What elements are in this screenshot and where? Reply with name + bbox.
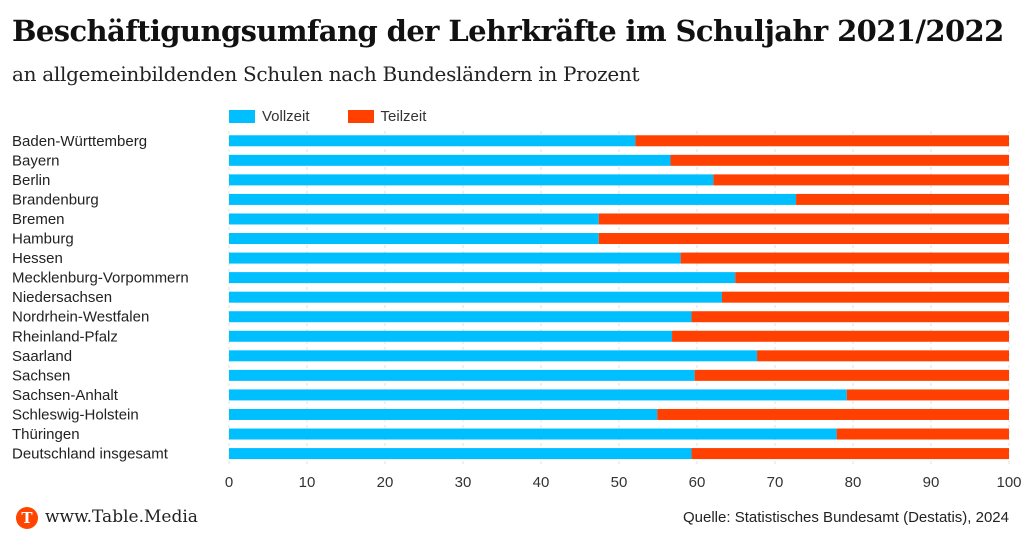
bar-teilzeit bbox=[694, 369, 1009, 381]
category-label: Schleswig-Holstein bbox=[12, 406, 139, 423]
bar-teilzeit bbox=[757, 350, 1009, 362]
bars bbox=[229, 135, 1009, 460]
category-labels: Baden-Württemberg Bayern Berlin Brandenburg… bbox=[12, 133, 189, 463]
category-label: Bayern bbox=[12, 152, 60, 169]
bar-vollzeit bbox=[229, 448, 692, 460]
x-tick-label: 0 bbox=[225, 474, 233, 491]
bar-vollzeit bbox=[229, 252, 681, 264]
bar-vollzeit bbox=[229, 369, 695, 381]
x-tick-label: 50 bbox=[611, 474, 628, 491]
legend: Vollzeit Teilzeit bbox=[229, 108, 464, 125]
category-label: Berlin bbox=[12, 172, 50, 189]
x-tick-label: 80 bbox=[845, 474, 862, 491]
bar-teilzeit bbox=[836, 428, 1009, 440]
bar-teilzeit bbox=[680, 252, 1009, 264]
bar-teilzeit bbox=[713, 174, 1009, 186]
category-label: Sachsen-Anhalt bbox=[12, 387, 119, 404]
x-tick-label: 70 bbox=[767, 474, 784, 491]
legend-swatch-teilzeit bbox=[347, 110, 374, 123]
bar-vollzeit bbox=[229, 408, 658, 420]
x-tick-label: 40 bbox=[533, 474, 550, 491]
category-label: Rheinland-Pfalz bbox=[12, 328, 118, 345]
bar-teilzeit bbox=[635, 135, 1009, 147]
category-label: Mecklenburg-Vorpommern bbox=[12, 270, 189, 287]
x-tick-label: 10 bbox=[299, 474, 316, 491]
table-media-logo-icon: T bbox=[16, 507, 38, 529]
bar-vollzeit bbox=[229, 233, 599, 245]
category-label: Thüringen bbox=[12, 426, 80, 443]
chart-title: Beschäftigungsumfang der Lehrkräfte im S… bbox=[12, 14, 1004, 48]
bar-vollzeit bbox=[229, 330, 673, 342]
bar-vollzeit bbox=[229, 311, 692, 323]
bar-vollzeit bbox=[229, 213, 599, 225]
x-tick-label: 100 bbox=[996, 474, 1021, 491]
bar-teilzeit bbox=[846, 389, 1009, 401]
category-label: Sachsen bbox=[12, 367, 70, 384]
x-tick-label: 20 bbox=[377, 474, 394, 491]
bar-teilzeit bbox=[796, 193, 1009, 205]
bar-vollzeit bbox=[229, 174, 714, 186]
bar-vollzeit bbox=[229, 350, 758, 362]
footer-url: www.Table.Media bbox=[45, 507, 198, 527]
bar-teilzeit bbox=[721, 291, 1009, 303]
bar-vollzeit bbox=[229, 135, 636, 147]
legend-item-teilzeit: Teilzeit bbox=[347, 108, 427, 125]
x-tick-label: 90 bbox=[923, 474, 940, 491]
category-label: Niedersachsen bbox=[12, 289, 112, 306]
bar-vollzeit bbox=[229, 193, 797, 205]
bar-vollzeit bbox=[229, 272, 736, 284]
category-label: Deutschland insgesamt bbox=[12, 446, 169, 463]
source-note: Quelle: Statistisches Bundesamt (Destati… bbox=[683, 509, 1009, 526]
bar-teilzeit bbox=[598, 233, 1009, 245]
bar-vollzeit bbox=[229, 154, 671, 166]
bar-vollzeit bbox=[229, 428, 837, 440]
category-label: Baden-Württemberg bbox=[12, 133, 147, 150]
bar-teilzeit bbox=[598, 213, 1009, 225]
bar-teilzeit bbox=[657, 408, 1009, 420]
category-label: Hessen bbox=[12, 250, 63, 267]
x-tick-label: 30 bbox=[455, 474, 472, 491]
legend-label-vollzeit: Vollzeit bbox=[262, 108, 310, 125]
bar-vollzeit bbox=[229, 389, 847, 401]
legend-label-teilzeit: Teilzeit bbox=[380, 108, 427, 125]
x-axis-ticks: 0 10 20 30 40 50 60 70 80 90 100 bbox=[225, 474, 1022, 491]
bar-teilzeit bbox=[670, 154, 1009, 166]
category-label: Nordrhein-Westfalen bbox=[12, 309, 149, 326]
bar-teilzeit bbox=[691, 311, 1009, 323]
bar-teilzeit bbox=[691, 448, 1009, 460]
category-label: Bremen bbox=[12, 211, 65, 228]
category-label: Hamburg bbox=[12, 231, 74, 248]
legend-swatch-vollzeit bbox=[229, 110, 255, 123]
bar-vollzeit bbox=[229, 291, 722, 303]
x-tick-label: 60 bbox=[689, 474, 706, 491]
bar-teilzeit bbox=[735, 272, 1009, 284]
category-label: Brandenburg bbox=[12, 191, 99, 208]
bar-teilzeit bbox=[672, 330, 1009, 342]
category-label: Saarland bbox=[12, 348, 72, 365]
legend-item-vollzeit: Vollzeit bbox=[229, 108, 310, 125]
chart-subtitle: an allgemeinbildenden Schulen nach Bunde… bbox=[12, 62, 640, 86]
